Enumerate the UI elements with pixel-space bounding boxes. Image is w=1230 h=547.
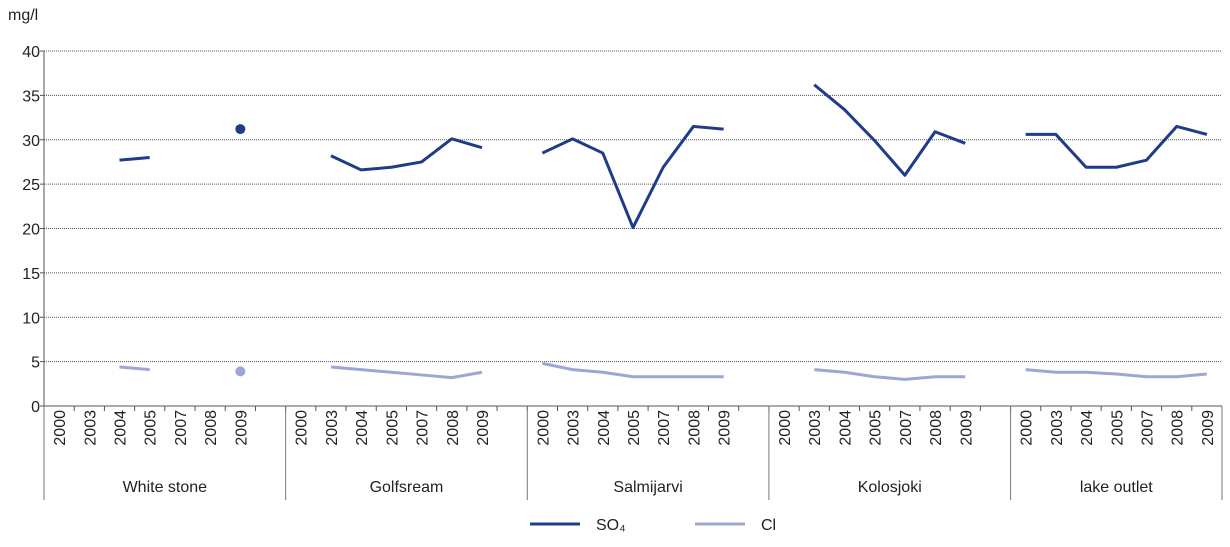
point (235, 366, 246, 377)
y-tick-label: 10 (22, 310, 40, 327)
y-tick-label: 30 (22, 133, 40, 150)
x-tick-label: 2003 (566, 410, 583, 446)
x-tick-label: 2003 (82, 410, 99, 446)
group-label: Kolosjoki (858, 479, 922, 496)
y-tick-label: 15 (22, 266, 40, 283)
line (1025, 124, 1208, 169)
x-tick-label: 2000 (1019, 410, 1036, 446)
x-tick-label: 2009 (1200, 410, 1217, 446)
x-tick-label: 2005 (626, 410, 643, 446)
x-tick-label: 2005 (384, 410, 401, 446)
x-tick-label: 2004 (596, 410, 613, 446)
legend-label: SO₄ (596, 517, 626, 534)
line (814, 368, 966, 381)
x-tick-label: 2004 (354, 410, 371, 446)
x-tick-label: 2007 (656, 410, 673, 446)
line (541, 124, 724, 230)
x-tick-label: 2008 (1170, 410, 1187, 446)
x-tick-label: 2005 (1109, 410, 1126, 446)
x-tick-label: 2009 (958, 410, 975, 446)
group-label: White stone (123, 479, 208, 496)
line (813, 83, 966, 177)
line (119, 156, 150, 162)
legend-label: Cl (761, 517, 776, 534)
x-tick-label: 2009 (717, 410, 734, 446)
line (542, 361, 724, 379)
x-tick-label: 2007 (415, 410, 432, 446)
x-tick-label: 2003 (1049, 410, 1066, 446)
point (235, 124, 246, 135)
x-tick-label: 2008 (928, 410, 945, 446)
line (330, 365, 483, 380)
x-tick-label: 2003 (807, 410, 824, 446)
x-tick-label: 2009 (475, 410, 492, 446)
x-tick-label: 2008 (686, 410, 703, 446)
x-tick-label: 2008 (203, 410, 220, 446)
line (119, 365, 150, 372)
x-tick-label: 2005 (143, 410, 160, 446)
group-label: Salmijarvi (613, 479, 682, 496)
x-tick-label: 2000 (535, 410, 552, 446)
y-tick-label: 35 (22, 88, 40, 105)
x-tick-label: 2000 (52, 410, 69, 446)
y-tick-label: 20 (22, 222, 40, 239)
y-tick-label: 0 (31, 399, 40, 416)
x-tick-label: 2009 (233, 410, 250, 446)
x-tick-label: 2003 (324, 410, 341, 446)
y-tick-label: 40 (22, 44, 40, 61)
line (330, 137, 483, 172)
x-tick-label: 2007 (898, 410, 915, 446)
x-tick-label: 2008 (445, 410, 462, 446)
x-tick-label: 2004 (1079, 410, 1096, 446)
y-tick-label: 25 (22, 177, 40, 194)
x-tick-label: 2004 (837, 410, 854, 446)
x-tick-label: 2007 (1139, 410, 1156, 446)
group-label: Golfsream (370, 479, 444, 496)
x-tick-label: 2000 (777, 410, 794, 446)
line (1025, 368, 1208, 379)
group-label: lake outlet (1080, 479, 1153, 496)
x-tick-label: 2000 (294, 410, 311, 446)
x-tick-label: 2007 (173, 410, 190, 446)
x-tick-label: 2005 (868, 410, 885, 446)
y-tick-label: 5 (31, 355, 40, 372)
y-axis-label: mg/l (8, 7, 38, 24)
x-tick-label: 2004 (113, 410, 130, 446)
